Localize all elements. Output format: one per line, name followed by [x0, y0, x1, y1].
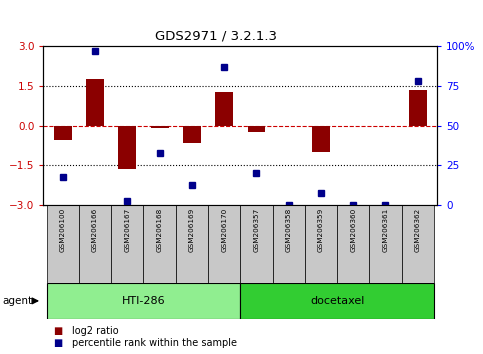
- Text: GSM206358: GSM206358: [285, 208, 292, 252]
- Bar: [151, 126, 169, 128]
- Text: GSM206362: GSM206362: [415, 208, 421, 252]
- Bar: [86, 79, 104, 126]
- Bar: [402, 205, 434, 283]
- Text: GSM206100: GSM206100: [60, 208, 66, 252]
- Text: GSM206360: GSM206360: [350, 208, 356, 252]
- Text: GSM206166: GSM206166: [92, 208, 98, 252]
- Text: percentile rank within the sample: percentile rank within the sample: [72, 338, 238, 348]
- Bar: [79, 205, 111, 283]
- Bar: [143, 205, 176, 283]
- Text: GSM206167: GSM206167: [124, 208, 130, 252]
- Text: HTI-286: HTI-286: [122, 296, 165, 306]
- Bar: [272, 205, 305, 283]
- Text: GDS2971 / 3.2.1.3: GDS2971 / 3.2.1.3: [155, 29, 277, 42]
- Text: agent: agent: [2, 296, 32, 306]
- Bar: [111, 205, 143, 283]
- Text: GSM206357: GSM206357: [254, 208, 259, 252]
- Bar: [241, 205, 272, 283]
- Bar: [176, 205, 208, 283]
- Bar: [47, 205, 79, 283]
- Bar: [241, 283, 434, 319]
- Bar: [248, 126, 265, 132]
- Bar: [118, 126, 136, 170]
- Bar: [215, 92, 233, 126]
- Text: GSM206170: GSM206170: [221, 208, 227, 252]
- Text: docetaxel: docetaxel: [310, 296, 364, 306]
- Bar: [337, 205, 369, 283]
- Text: GSM206169: GSM206169: [189, 208, 195, 252]
- Bar: [409, 90, 426, 126]
- Bar: [369, 205, 402, 283]
- Bar: [312, 126, 330, 152]
- Bar: [183, 126, 201, 143]
- Bar: [47, 283, 241, 319]
- Text: GSM206168: GSM206168: [156, 208, 163, 252]
- Text: ■: ■: [53, 338, 62, 348]
- Bar: [208, 205, 241, 283]
- Text: ■: ■: [53, 326, 62, 336]
- Text: GSM206359: GSM206359: [318, 208, 324, 252]
- Text: log2 ratio: log2 ratio: [72, 326, 119, 336]
- Bar: [305, 205, 337, 283]
- Text: GSM206361: GSM206361: [383, 208, 388, 252]
- Bar: [54, 126, 71, 140]
